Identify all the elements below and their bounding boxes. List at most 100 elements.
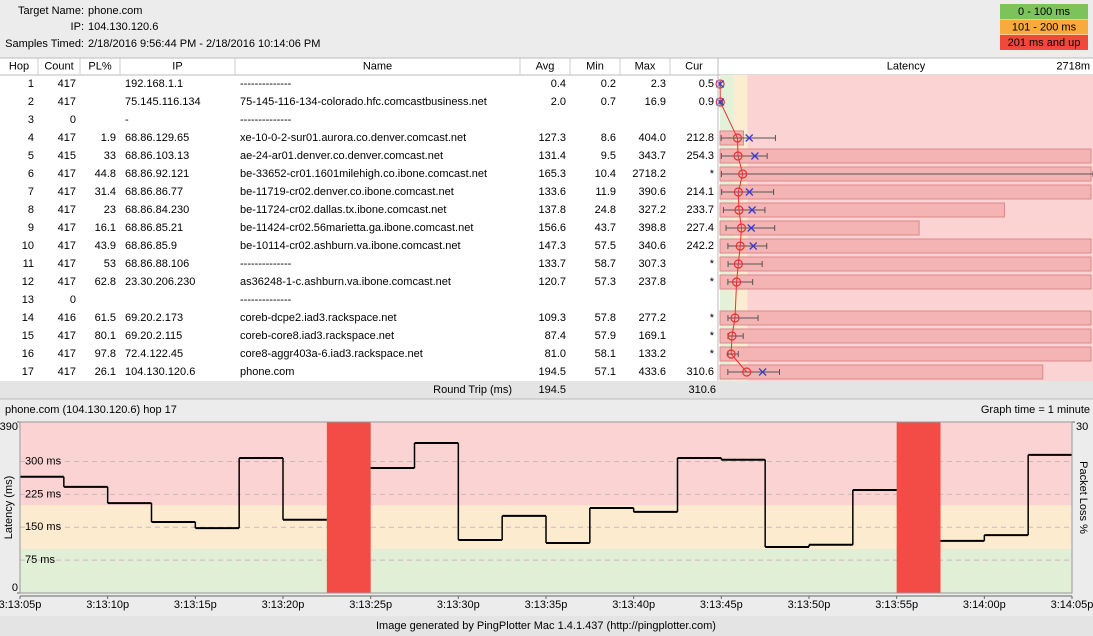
cell: 11	[23, 258, 34, 270]
cell: 2	[28, 96, 34, 108]
cell: 10.4	[595, 168, 616, 180]
cell: 8.6	[601, 132, 616, 144]
cell: 68.86.85.9	[125, 240, 177, 252]
x-tick-label: 3:13:50p	[788, 599, 831, 611]
x-tick-label: 3:13:15p	[174, 599, 217, 611]
legend-label: 0 - 100 ms	[1018, 6, 1070, 18]
cell: 2.3	[651, 78, 666, 90]
cell: *	[710, 276, 715, 288]
cell: 57.9	[595, 330, 616, 342]
avg-marker	[742, 367, 752, 377]
avg-line	[719, 83, 748, 373]
cell: 0.5	[699, 78, 714, 90]
cell: 417	[58, 366, 76, 378]
cell: 57.5	[595, 240, 616, 252]
label: Target Name:	[18, 5, 84, 17]
cell: 81.0	[545, 348, 566, 360]
cell: 75-145-116-134-colorado.hfc.comcastbusin…	[240, 96, 487, 108]
latency-max: 2718m	[1056, 60, 1090, 72]
cell: be-11724-cr02.dallas.tx.ibone.comcast.ne…	[240, 204, 446, 216]
cell: 8	[28, 204, 34, 216]
packet-loss-bar	[719, 310, 1092, 326]
cell: 7	[28, 186, 34, 198]
cell: 127.3	[538, 132, 566, 144]
cell: 14	[22, 312, 34, 324]
avg-marker	[726, 349, 736, 359]
x-tick-label: 3:13:20p	[262, 599, 305, 611]
x-tick-label: 3:13:30p	[437, 599, 480, 611]
cell: 147.3	[538, 240, 566, 252]
cell: coreb-dcpe2.iad3.rackspace.net	[240, 312, 397, 324]
x-tick-label: 3:14:00p	[963, 599, 1006, 611]
cell: 23	[104, 204, 116, 216]
cell: 4	[28, 132, 34, 144]
cur-marker	[745, 188, 754, 196]
cur-marker	[758, 368, 767, 376]
cell: 0.9	[699, 96, 714, 108]
x-tick-label: 3:13:35p	[525, 599, 568, 611]
avg-marker	[732, 133, 743, 143]
avg-marker	[735, 241, 745, 251]
cell: 1.9	[101, 132, 116, 144]
avg-marker	[715, 79, 725, 89]
column-header: Hop	[9, 60, 29, 72]
cell: 31.4	[95, 186, 116, 198]
column-header: Min	[586, 60, 604, 72]
legend-swatch	[1000, 4, 1088, 19]
cell: 72.4.122.45	[125, 348, 183, 360]
footer-bar	[0, 616, 1093, 636]
cell: 417	[58, 330, 76, 342]
cell: *	[710, 348, 715, 360]
cell: 417	[58, 168, 76, 180]
cell: 69.20.2.115	[125, 330, 182, 342]
packet-loss-bar	[719, 346, 1092, 362]
cell: 194.5	[538, 366, 566, 378]
cell: --------------	[240, 294, 292, 306]
column-header: Max	[635, 60, 656, 72]
packet-loss-bar	[719, 328, 1092, 344]
cell: 254.3	[686, 150, 714, 162]
samples: 2/18/2016 9:56:44 PM - 2/18/2016 10:14:0…	[88, 38, 320, 50]
cell: 43.9	[95, 240, 116, 252]
cell: 0.4	[551, 78, 566, 90]
cell: 242.2	[686, 240, 714, 252]
cell: 15	[22, 330, 34, 342]
cell: 53	[104, 258, 116, 270]
avg-marker	[731, 277, 742, 287]
cell: 310.6	[686, 366, 714, 378]
cell: 68.86.86.77	[125, 186, 183, 198]
cell: --------------	[240, 78, 292, 90]
cell: 390.6	[638, 186, 666, 198]
cell: 109.3	[538, 312, 566, 324]
cell: 9.5	[601, 150, 616, 162]
cell: 16.9	[645, 96, 666, 108]
column-header: IP	[172, 60, 182, 72]
cell: 398.8	[638, 222, 666, 234]
cell: 415	[58, 150, 76, 162]
cell: 62.8	[95, 276, 116, 288]
cell: 13	[22, 294, 34, 306]
cell: 327.2	[638, 204, 666, 216]
cell: 0	[70, 114, 76, 126]
x-tick-label: 3:13:40p	[612, 599, 655, 611]
cell: ae-24-ar01.denver.co.denver.comcast.net	[240, 150, 443, 162]
column-header: Avg	[536, 60, 555, 72]
cell: 80.1	[95, 330, 116, 342]
cell: 57.3	[595, 276, 616, 288]
cell: 169.1	[638, 330, 666, 342]
cell: be-11424-cr02.56marietta.ga.ibone.comcas…	[240, 222, 473, 234]
round-trip-avg: 194.5	[538, 384, 566, 396]
cur-marker	[748, 206, 757, 214]
cell: 68.86.88.106	[125, 258, 189, 270]
x-tick-label: 3:13:45p	[700, 599, 743, 611]
cell: 417	[58, 258, 76, 270]
cell: 133.2	[638, 348, 666, 360]
cell: be-33652-cr01.1601milehigh.co.ibone.comc…	[240, 168, 487, 180]
cell: be-10114-cr02.ashburn.va.ibone.comcast.n…	[240, 240, 461, 252]
round-trip-label: Round Trip (ms)	[433, 384, 512, 396]
cell: 131.4	[538, 150, 566, 162]
cell: xe-10-0-2-sur01.aurora.co.denver.comcast…	[240, 132, 466, 144]
column-header: Name	[363, 60, 392, 72]
cell: 417	[58, 348, 76, 360]
column-header: Count	[44, 60, 73, 72]
